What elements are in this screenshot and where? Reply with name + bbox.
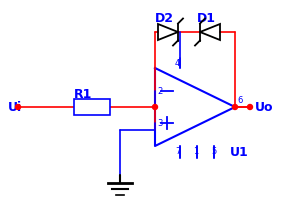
- Bar: [74, 99, 110, 115]
- Text: 3: 3: [157, 119, 162, 127]
- Text: D2: D2: [155, 11, 174, 24]
- Text: D1: D1: [197, 11, 216, 24]
- Text: 6: 6: [237, 96, 242, 104]
- Text: Ui: Ui: [8, 100, 22, 113]
- Text: 1: 1: [193, 147, 198, 155]
- Text: 5: 5: [211, 147, 216, 155]
- Circle shape: [248, 104, 252, 110]
- Text: Uo: Uo: [255, 100, 274, 113]
- Text: 7: 7: [175, 147, 180, 155]
- Circle shape: [233, 104, 237, 110]
- Text: U1: U1: [230, 146, 249, 159]
- Text: 4: 4: [175, 59, 180, 68]
- Text: R1: R1: [74, 87, 92, 100]
- Text: 2: 2: [157, 86, 162, 96]
- Circle shape: [152, 104, 158, 110]
- Circle shape: [16, 104, 21, 110]
